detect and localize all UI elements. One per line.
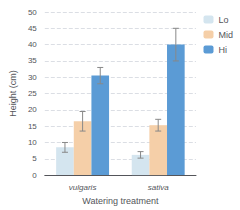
svg-text:0: 0 (32, 171, 37, 180)
svg-text:30: 30 (28, 73, 37, 82)
svg-text:40: 40 (28, 40, 37, 49)
svg-text:15: 15 (28, 122, 37, 131)
svg-text:50: 50 (28, 8, 37, 17)
svg-text:Hi: Hi (218, 45, 227, 55)
svg-text:20: 20 (28, 105, 37, 114)
svg-text:5: 5 (32, 154, 37, 163)
svg-text:Watering treatment: Watering treatment (82, 196, 159, 206)
svg-text:25: 25 (28, 89, 37, 98)
svg-text:Mid: Mid (218, 30, 233, 40)
svg-text:35: 35 (28, 56, 37, 65)
svg-text:45: 45 (28, 24, 37, 33)
svg-text:Lo: Lo (218, 15, 228, 25)
svg-text:vulgaris: vulgaris (69, 183, 97, 192)
svg-text:sativa: sativa (148, 183, 169, 192)
svg-text:10: 10 (28, 138, 37, 147)
svg-text:Height (cm): Height (cm) (8, 70, 18, 117)
